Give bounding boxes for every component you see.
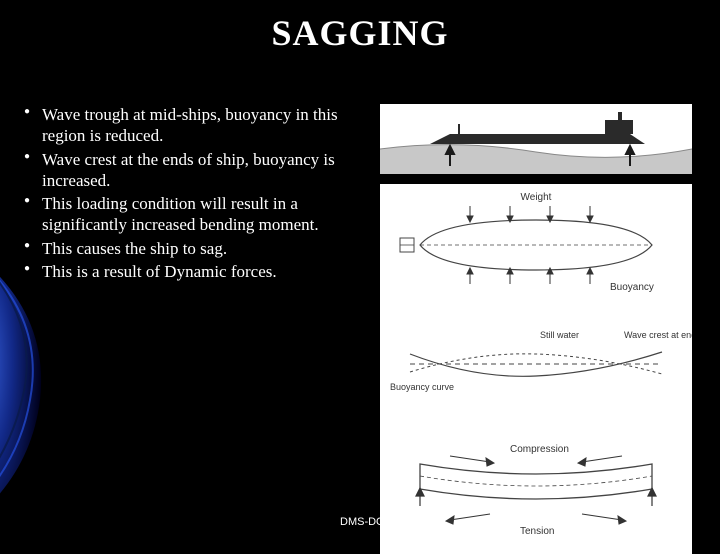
- label-buoyancy-curve: Buoyancy curve: [390, 382, 454, 392]
- label-compression: Compression: [510, 444, 569, 455]
- bullet-item: This loading condition will result in a …: [20, 193, 370, 236]
- label-wave-crest: Wave crest at ends: [624, 330, 692, 340]
- bullet-item: Wave trough at mid-ships, buoyancy in th…: [20, 104, 370, 147]
- label-still-water: Still water: [540, 330, 579, 340]
- bullet-item: This is a result of Dynamic forces.: [20, 261, 370, 282]
- bullet-item: This causes the ship to sag.: [20, 238, 370, 259]
- label-tension: Tension: [520, 526, 554, 537]
- sagging-forces-diagram: Weight: [380, 184, 692, 554]
- bullet-column: Wave trough at mid-ships, buoyancy in th…: [0, 104, 380, 554]
- diagram-column: Weight: [380, 104, 700, 554]
- footer-code: DMS-DO: [340, 516, 385, 528]
- bullet-item: Wave crest at the ends of ship, buoyancy…: [20, 149, 370, 192]
- bullet-list: Wave trough at mid-ships, buoyancy in th…: [20, 104, 370, 282]
- label-weight: Weight: [521, 192, 552, 203]
- ship-wave-diagram: [380, 104, 692, 174]
- content-row: Wave trough at mid-ships, buoyancy in th…: [0, 104, 720, 554]
- label-buoyancy: Buoyancy: [610, 282, 654, 293]
- slide-title: SAGGING: [0, 0, 720, 54]
